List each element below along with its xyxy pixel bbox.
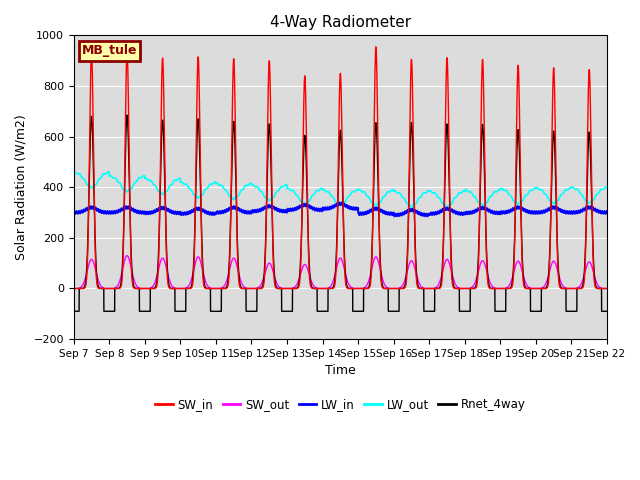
LW_in: [390, 214, 398, 219]
LW_out: [603, 184, 611, 190]
Rnet_4way: [490, 286, 498, 291]
LW_out: [321, 187, 328, 193]
Rnet_4way: [602, 308, 610, 314]
LW_in: [490, 209, 498, 215]
LW_in: [603, 208, 611, 214]
Line: Rnet_4way: Rnet_4way: [74, 115, 607, 311]
SW_in: [460, 286, 468, 291]
SW_in: [372, 44, 380, 50]
SW_out: [123, 252, 131, 258]
Rnet_4way: [70, 308, 77, 314]
SW_in: [602, 286, 610, 291]
Rnet_4way: [123, 112, 131, 118]
Line: SW_in: SW_in: [74, 47, 607, 288]
SW_in: [321, 286, 328, 291]
SW_in: [490, 286, 498, 291]
SW_out: [430, 286, 438, 291]
SW_in: [430, 286, 438, 291]
LW_out: [166, 183, 173, 189]
SW_out: [490, 285, 498, 290]
Text: MB_tule: MB_tule: [82, 45, 137, 58]
SW_out: [321, 286, 328, 291]
Rnet_4way: [166, 284, 173, 290]
LW_in: [603, 209, 611, 215]
LW_out: [71, 169, 79, 175]
LW_out: [460, 188, 468, 193]
Y-axis label: Solar Radiation (W/m2): Solar Radiation (W/m2): [15, 114, 28, 260]
SW_out: [70, 286, 77, 291]
SW_in: [70, 286, 77, 291]
Line: LW_out: LW_out: [74, 172, 607, 207]
SW_out: [603, 286, 611, 291]
LW_in: [336, 200, 344, 205]
Line: LW_in: LW_in: [74, 203, 607, 216]
Rnet_4way: [603, 308, 611, 314]
LW_out: [70, 169, 77, 175]
SW_out: [166, 278, 173, 284]
SW_in: [166, 285, 173, 291]
Legend: SW_in, SW_out, LW_in, LW_out, Rnet_4way: SW_in, SW_out, LW_in, LW_out, Rnet_4way: [150, 394, 531, 416]
Rnet_4way: [430, 308, 438, 314]
LW_out: [490, 189, 498, 195]
Line: SW_out: SW_out: [74, 255, 607, 288]
Rnet_4way: [321, 308, 328, 314]
LW_in: [431, 212, 438, 217]
Title: 4-Way Radiometer: 4-Way Radiometer: [270, 15, 411, 30]
LW_out: [603, 185, 611, 191]
SW_in: [603, 286, 611, 291]
SW_out: [602, 286, 610, 291]
LW_in: [460, 210, 468, 216]
LW_out: [408, 204, 415, 210]
X-axis label: Time: Time: [325, 364, 356, 377]
LW_out: [431, 190, 438, 196]
LW_in: [321, 207, 328, 213]
SW_out: [460, 286, 468, 291]
Rnet_4way: [460, 308, 468, 314]
LW_in: [70, 210, 77, 216]
LW_in: [166, 209, 173, 215]
